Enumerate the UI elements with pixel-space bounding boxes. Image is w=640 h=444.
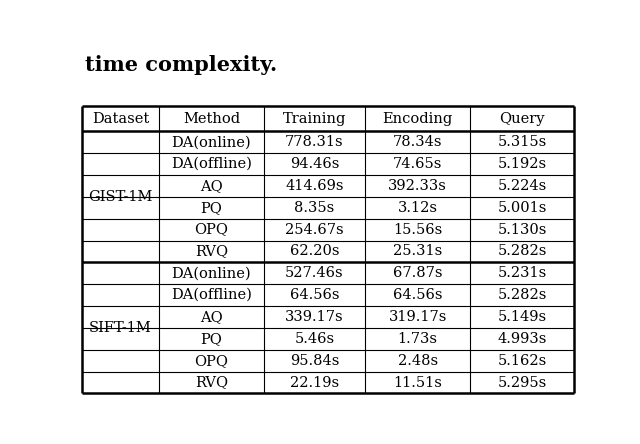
Text: Query: Query (499, 112, 545, 126)
Text: AQ: AQ (200, 310, 223, 324)
Text: DA(offline): DA(offline) (171, 157, 252, 171)
Text: 2.48s: 2.48s (397, 354, 438, 368)
Text: 5.130s: 5.130s (497, 222, 547, 237)
Text: 25.31s: 25.31s (393, 245, 442, 258)
Text: 78.34s: 78.34s (393, 135, 442, 149)
Text: RVQ: RVQ (195, 376, 228, 389)
Text: 4.993s: 4.993s (497, 332, 547, 346)
Text: 5.295s: 5.295s (497, 376, 547, 389)
Text: 95.84s: 95.84s (290, 354, 339, 368)
Text: 62.20s: 62.20s (290, 245, 339, 258)
Text: 1.73s: 1.73s (397, 332, 438, 346)
Text: 254.67s: 254.67s (285, 222, 344, 237)
Text: 64.56s: 64.56s (290, 288, 339, 302)
Text: Method: Method (183, 112, 240, 126)
Text: OPQ: OPQ (195, 354, 228, 368)
Text: OPQ: OPQ (195, 222, 228, 237)
Text: GIST-1M: GIST-1M (88, 190, 153, 204)
Text: 5.315s: 5.315s (497, 135, 547, 149)
Text: 5.162s: 5.162s (497, 354, 547, 368)
Text: Encoding: Encoding (383, 112, 452, 126)
Text: PQ: PQ (200, 332, 222, 346)
Text: 74.65s: 74.65s (393, 157, 442, 171)
Text: 5.149s: 5.149s (497, 310, 547, 324)
Text: 5.282s: 5.282s (497, 245, 547, 258)
Text: 67.87s: 67.87s (393, 266, 442, 280)
Text: 5.231s: 5.231s (497, 266, 547, 280)
Text: 339.17s: 339.17s (285, 310, 344, 324)
Text: PQ: PQ (200, 201, 222, 215)
Text: 64.56s: 64.56s (393, 288, 442, 302)
Text: 527.46s: 527.46s (285, 266, 344, 280)
Text: 3.12s: 3.12s (397, 201, 438, 215)
Text: time complexity.: time complexity. (85, 55, 277, 75)
Text: 5.282s: 5.282s (497, 288, 547, 302)
Text: RVQ: RVQ (195, 245, 228, 258)
Text: 414.69s: 414.69s (285, 179, 344, 193)
Text: 11.51s: 11.51s (393, 376, 442, 389)
Text: AQ: AQ (200, 179, 223, 193)
Text: 319.17s: 319.17s (388, 310, 447, 324)
Text: 5.001s: 5.001s (497, 201, 547, 215)
Text: SIFT-1M: SIFT-1M (89, 321, 152, 335)
Text: 5.192s: 5.192s (497, 157, 547, 171)
Text: DA(online): DA(online) (172, 266, 251, 280)
Text: 15.56s: 15.56s (393, 222, 442, 237)
Text: 8.35s: 8.35s (294, 201, 335, 215)
Text: 778.31s: 778.31s (285, 135, 344, 149)
Text: 94.46s: 94.46s (290, 157, 339, 171)
Text: 392.33s: 392.33s (388, 179, 447, 193)
Text: Dataset: Dataset (92, 112, 149, 126)
Text: 5.224s: 5.224s (497, 179, 547, 193)
Text: DA(online): DA(online) (172, 135, 251, 149)
Text: Training: Training (283, 112, 346, 126)
Text: DA(offline): DA(offline) (171, 288, 252, 302)
Text: 22.19s: 22.19s (290, 376, 339, 389)
Text: 5.46s: 5.46s (294, 332, 335, 346)
